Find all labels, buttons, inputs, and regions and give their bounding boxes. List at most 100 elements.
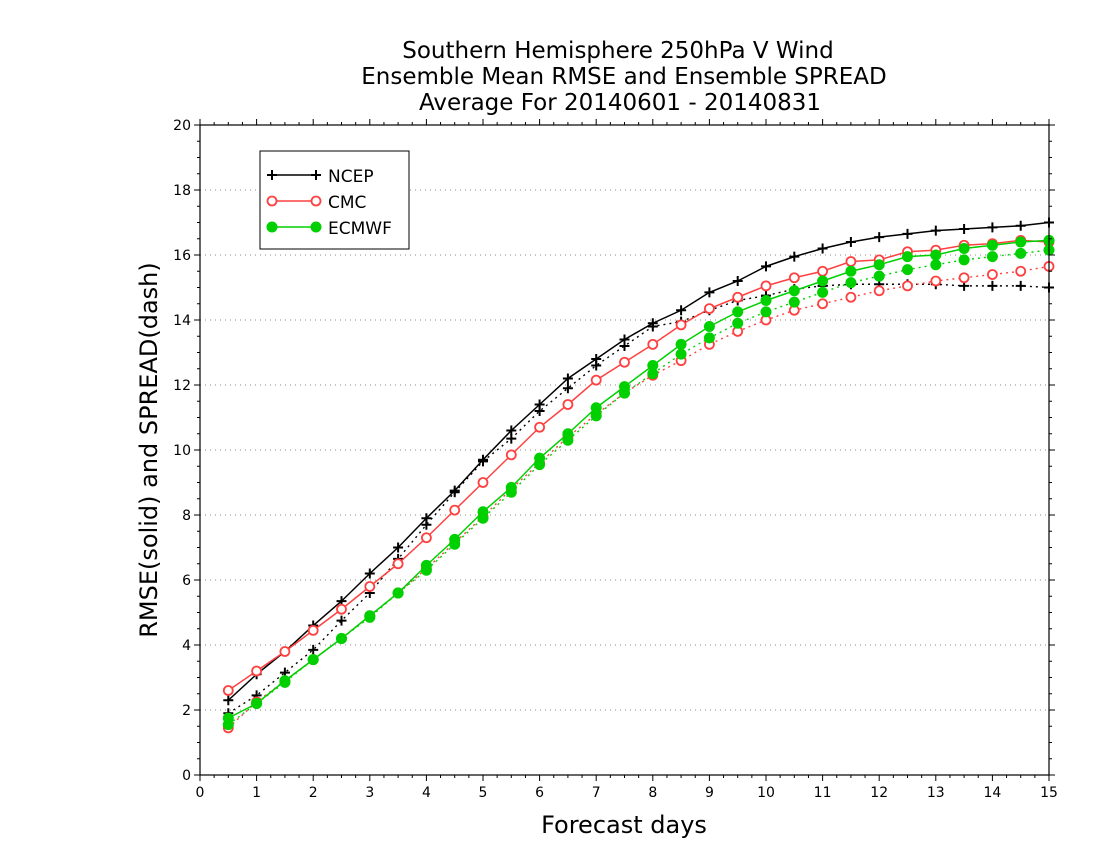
x-tick-label: 2 <box>309 785 318 801</box>
rmse-point-cmc <box>449 504 461 516</box>
spread-point-cmc <box>1015 265 1027 277</box>
x-tick-label: 3 <box>365 785 374 801</box>
rmse-point-cmc <box>420 532 432 544</box>
rmse-point-ncep <box>930 225 941 236</box>
rmse-point-ncep <box>732 276 743 286</box>
y-tick-label: 14 <box>173 313 191 329</box>
legend-marker-right-ecmwf <box>310 221 322 233</box>
x-tick-label: 7 <box>592 785 601 801</box>
rmse-point-ecmwf <box>902 251 913 263</box>
rmse-point-ncep <box>874 232 885 243</box>
spread-point-ecmwf <box>732 317 744 329</box>
spread-point-ncep <box>562 383 573 394</box>
x-tick-label: 15 <box>1040 785 1058 801</box>
spread-point-cmc <box>817 298 828 310</box>
y-axis-label: RMSE(solid) and SPREAD(dash) <box>135 262 163 638</box>
rmse-point-cmc <box>562 399 574 410</box>
legend: NCEP CMC ECMWF <box>259 150 410 250</box>
rmse-point-cmc <box>505 449 517 461</box>
rmse-point-ncep <box>902 228 913 239</box>
grid-layer <box>200 189 1049 711</box>
spread-point-cmc <box>987 269 998 280</box>
spread-point-cmc <box>902 280 913 292</box>
rmse-point-ncep <box>959 224 970 234</box>
spread-line-ncep <box>227 283 1050 714</box>
spread-point-ecmwf <box>675 348 687 360</box>
spread-point-ncep <box>308 644 319 655</box>
spread-point-ecmwf <box>902 264 913 276</box>
rmse-point-cmc <box>647 338 659 350</box>
rmse-point-ecmwf <box>364 610 376 622</box>
spread-point-ecmwf <box>930 259 942 271</box>
x-axis-label: Forecast days <box>541 811 707 839</box>
rmse-point-ncep <box>223 695 234 706</box>
y-tick-label: 16 <box>173 248 191 264</box>
rmse-point-ecmwf <box>760 295 772 306</box>
spread-line-cmc <box>227 265 1050 729</box>
rmse-point-ecmwf <box>958 243 970 254</box>
spread-point-cmc <box>930 275 942 287</box>
x-tick-label: 1 <box>252 785 261 801</box>
y-tick-label: 6 <box>182 573 191 589</box>
spread-point-ecmwf <box>788 296 800 308</box>
spread-point-ecmwf <box>845 277 857 289</box>
rmse-point-ecmwf <box>590 402 602 414</box>
legend-label-cmc: CMC <box>328 193 366 213</box>
rmse-point-ncep <box>1015 220 1026 231</box>
rmse-point-cmc <box>704 303 715 315</box>
spread-point-ecmwf <box>817 286 829 298</box>
rmse-point-ecmwf <box>392 587 404 599</box>
x-tick-label: 5 <box>479 785 488 801</box>
rmse-point-ncep <box>393 542 404 553</box>
rmse-point-cmc <box>307 624 319 636</box>
rmse-point-ncep <box>562 373 573 384</box>
legend-label-ncep: NCEP <box>328 167 374 187</box>
rmse-point-ncep <box>449 485 460 496</box>
rmse-point-ncep <box>591 354 602 364</box>
rmse-point-ncep <box>364 568 375 579</box>
x-tick-label: 14 <box>983 785 1001 801</box>
rmse-point-ncep <box>421 513 432 524</box>
rmse-point-ecmwf <box>449 533 461 545</box>
rmse-point-ecmwf <box>307 654 319 666</box>
rmse-point-ncep <box>987 222 998 233</box>
rmse-point-ecmwf <box>505 481 517 493</box>
rmse-point-ncep <box>534 399 545 410</box>
legend-marker-right-cmc <box>310 195 322 207</box>
y-tick-label: 18 <box>173 183 191 199</box>
x-tick-label: 6 <box>535 785 544 801</box>
rmse-point-ecmwf <box>222 712 234 724</box>
spread-point-cmc <box>958 272 970 284</box>
spread-point-ecmwf <box>760 306 772 318</box>
y-tick-label: 10 <box>173 443 191 459</box>
rmse-point-ecmwf <box>619 381 630 393</box>
y-tick-label: 12 <box>173 378 191 394</box>
x-tick-label: 10 <box>757 785 775 801</box>
rmse-point-ecmwf <box>279 675 291 687</box>
spread-point-ecmwf <box>873 270 885 282</box>
rmse-point-cmc <box>845 256 857 267</box>
rmse-point-ecmwf <box>732 306 744 318</box>
legend-marker-left-ncep <box>267 170 277 180</box>
x-tick-label: 13 <box>927 785 945 801</box>
y-tick-label: 8 <box>182 508 191 524</box>
rmse-point-ncep <box>704 287 715 298</box>
y-tick-label: 2 <box>182 703 191 719</box>
legend-marker-left-ecmwf <box>266 221 278 233</box>
rmse-point-ecmwf <box>420 559 432 571</box>
rmse-point-ecmwf <box>336 633 347 644</box>
rmse-line-ecmwf <box>227 239 1050 719</box>
legend-marker-right-ncep <box>311 170 321 180</box>
rmse-point-ecmwf <box>534 452 546 464</box>
rmse-line-cmc <box>227 239 1050 692</box>
spread-point-ecmwf <box>1015 247 1027 259</box>
rmse-point-ecmwf <box>477 506 489 518</box>
rmse-point-ecmwf <box>562 428 574 440</box>
x-tick-label: 11 <box>814 785 832 801</box>
rmse-point-ecmwf <box>251 698 263 709</box>
rmse-point-ecmwf <box>788 285 800 297</box>
series-ncep <box>223 217 1054 719</box>
